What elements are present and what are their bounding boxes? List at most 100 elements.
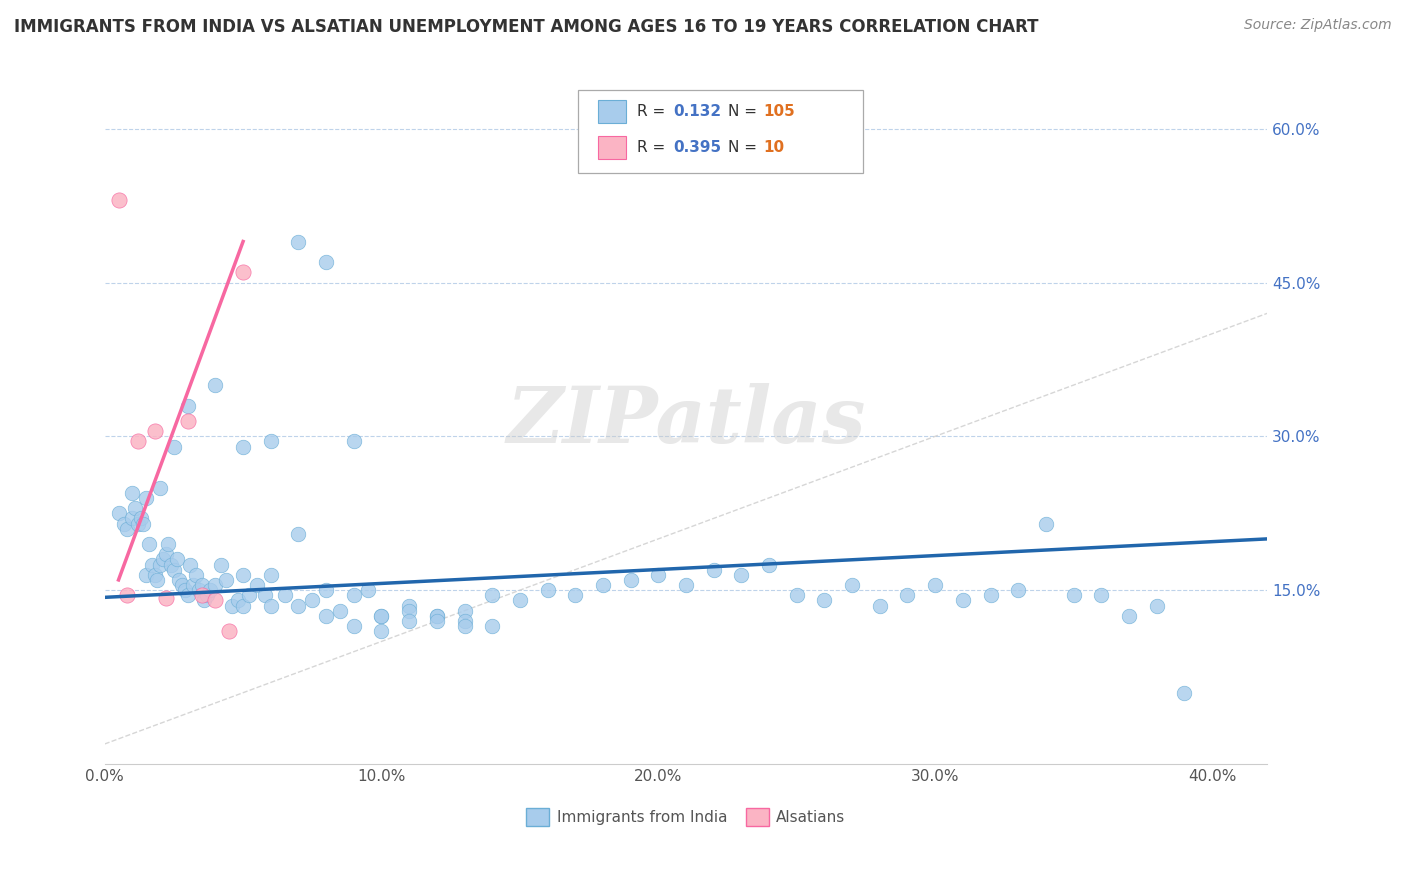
Point <box>952 593 974 607</box>
Point <box>190 578 212 592</box>
Point <box>813 593 835 607</box>
Point <box>177 399 200 413</box>
Point <box>370 608 392 623</box>
Point <box>356 583 378 598</box>
Point <box>841 578 863 592</box>
Point <box>343 619 366 633</box>
Point <box>146 573 169 587</box>
Point <box>232 599 254 613</box>
Point <box>232 265 254 279</box>
Point <box>1063 588 1085 602</box>
Point <box>564 588 586 602</box>
Point <box>198 583 221 598</box>
Point <box>398 614 420 628</box>
Point <box>1007 583 1029 598</box>
Point <box>370 624 392 639</box>
Point <box>218 624 240 639</box>
Point <box>730 567 752 582</box>
Point <box>152 552 174 566</box>
Point <box>127 516 149 531</box>
Text: 105: 105 <box>763 104 796 119</box>
Point <box>1035 516 1057 531</box>
Point <box>979 588 1001 602</box>
Point <box>143 567 166 582</box>
Point <box>370 608 392 623</box>
Point <box>160 558 183 572</box>
Point <box>155 591 177 606</box>
Point <box>453 614 475 628</box>
Point <box>138 537 160 551</box>
Point <box>215 573 238 587</box>
Point <box>238 588 260 602</box>
Point <box>169 573 191 587</box>
Point <box>177 414 200 428</box>
Point <box>195 588 218 602</box>
Point <box>426 614 449 628</box>
Point <box>187 583 209 598</box>
Point <box>620 573 643 587</box>
Point <box>226 593 249 607</box>
Point <box>896 588 918 602</box>
Point <box>260 599 283 613</box>
Point <box>115 522 138 536</box>
Point <box>221 599 243 613</box>
Point <box>703 563 725 577</box>
Text: ZIPatlas: ZIPatlas <box>506 383 866 459</box>
Point <box>107 194 129 208</box>
Text: R =: R = <box>637 140 671 154</box>
Point <box>193 593 215 607</box>
Point <box>329 604 352 618</box>
Point <box>157 537 180 551</box>
Text: 0.132: 0.132 <box>673 104 721 119</box>
Point <box>254 588 277 602</box>
Point <box>149 558 172 572</box>
Point <box>129 511 152 525</box>
Point <box>135 567 157 582</box>
Point <box>246 578 269 592</box>
Text: R =: R = <box>637 104 671 119</box>
Point <box>163 563 186 577</box>
Point <box>315 583 337 598</box>
Point <box>1118 608 1140 623</box>
Point <box>174 583 197 598</box>
Point <box>124 501 146 516</box>
Point <box>179 558 201 572</box>
Point <box>481 588 503 602</box>
Point <box>141 558 163 572</box>
Point <box>143 424 166 438</box>
Point <box>786 588 808 602</box>
Point <box>536 583 558 598</box>
Point <box>869 599 891 613</box>
Point <box>149 481 172 495</box>
Point <box>232 567 254 582</box>
Point <box>481 619 503 633</box>
Point <box>260 567 283 582</box>
Point <box>426 608 449 623</box>
Point <box>301 593 323 607</box>
Text: 0.395: 0.395 <box>673 140 721 154</box>
Point <box>204 593 226 607</box>
Text: IMMIGRANTS FROM INDIA VS ALSATIAN UNEMPLOYMENT AMONG AGES 16 TO 19 YEARS CORRELA: IMMIGRANTS FROM INDIA VS ALSATIAN UNEMPL… <box>14 18 1039 36</box>
Point <box>181 578 204 592</box>
Point <box>166 552 188 566</box>
Point <box>453 604 475 618</box>
Point <box>1090 588 1112 602</box>
Text: N =: N = <box>728 140 762 154</box>
Point <box>155 547 177 561</box>
Point <box>675 578 697 592</box>
Legend: Immigrants from India, Alsatians: Immigrants from India, Alsatians <box>520 802 852 832</box>
Point <box>204 378 226 392</box>
Point <box>647 567 669 582</box>
Point <box>163 440 186 454</box>
Point <box>190 588 212 602</box>
Point <box>315 608 337 623</box>
Point <box>758 558 780 572</box>
Point <box>343 588 366 602</box>
Point <box>184 567 207 582</box>
Point <box>453 619 475 633</box>
Point <box>592 578 614 592</box>
Point <box>112 516 135 531</box>
Point <box>107 506 129 520</box>
Point <box>1173 686 1195 700</box>
Point <box>127 434 149 449</box>
